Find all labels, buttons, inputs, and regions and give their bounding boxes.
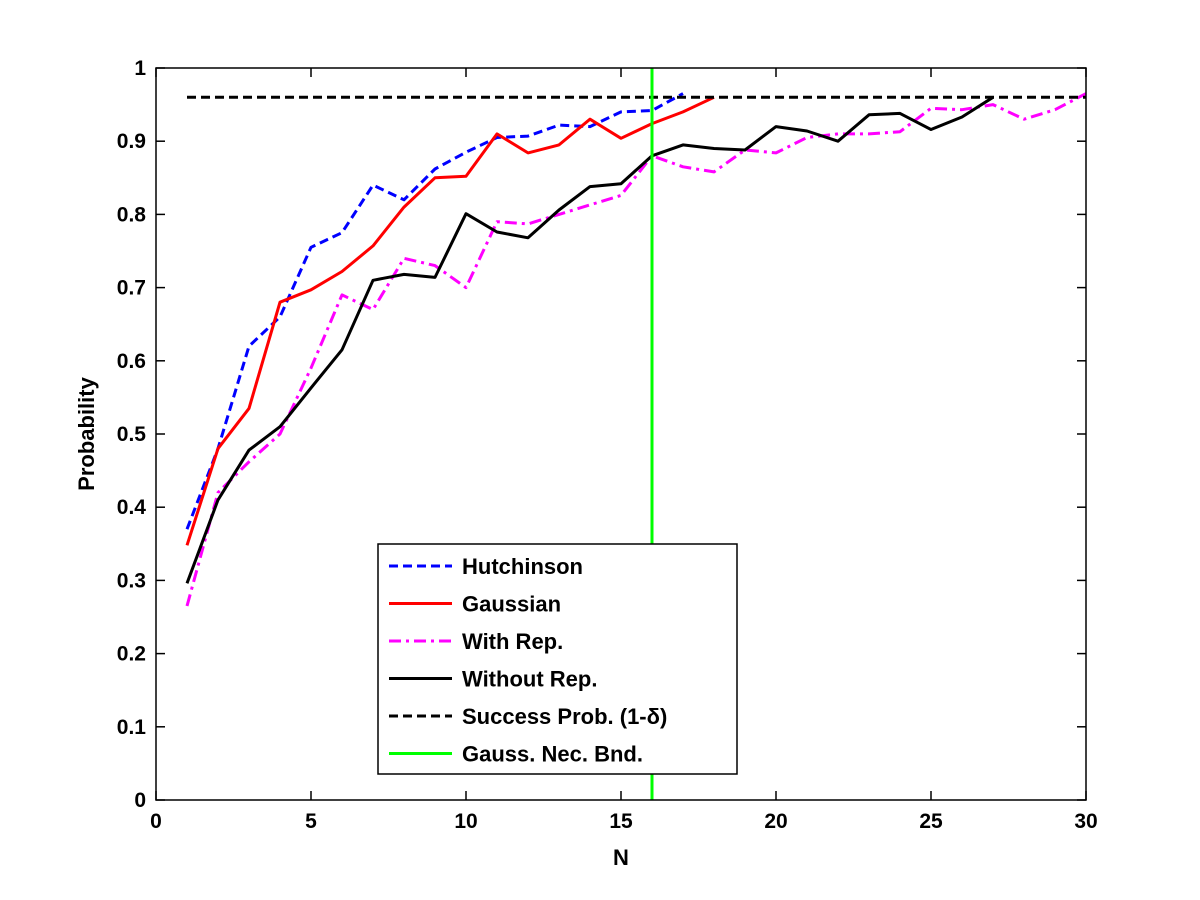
y-tick-label: 0 [134,789,146,812]
series-line-with-rep [185,92,1087,607]
y-tick-label: 0.4 [117,496,147,519]
series-line-without-rep [185,96,994,584]
x-tick-label: 10 [454,810,477,833]
x-axis-label: N [613,845,629,870]
x-tick-label: 5 [305,810,317,833]
y-tick-label: 0.5 [117,423,147,446]
x-tick-label: 0 [150,810,162,833]
x-tick-label: 15 [609,810,633,833]
y-tick-label: 0.9 [117,130,146,153]
legend-box [377,543,738,775]
y-tick-label: 0.8 [117,203,147,226]
legend-label-hutchinson: Hutchinson [462,554,583,579]
x-tick-label: 25 [919,810,943,833]
legend-label-gaussian: Gaussian [462,592,561,617]
y-tick-label: 0.2 [117,643,146,666]
ticks-layer: 0 5 10 15 20 25 30 0 0.1 0.2 0.3 0.4 0.5 0.6 0.7 0.8 0.9… [117,57,1098,833]
y-tick-label: 0.3 [117,569,146,592]
x-tick-label: 20 [764,810,787,833]
legend-label-without-rep: Without Rep. [462,667,597,692]
y-tick-label: 1 [134,57,146,80]
y-axis-label: Probability [74,376,99,490]
y-tick-label: 0.6 [117,350,146,373]
legend-label-success-prob-1: Success Prob. (1-δ) [462,704,667,729]
legend-label-with-rep: With Rep. [462,629,563,654]
series-line-hutchinson [185,92,684,530]
legend: Hutchinson Gaussian With Rep. Without Rep. S… [377,543,738,775]
y-tick-label: 0.7 [117,277,146,300]
y-tick-label: 0.1 [117,716,147,739]
legend-items: Hutchinson Gaussian With Rep. Without Rep. S… [389,554,667,767]
legend-label-gauss-nec-bnd: Gauss. Nec. Bnd. [462,742,643,767]
x-tick-label: 30 [1074,810,1097,833]
series-layer [185,68,1087,800]
series-line-gaussian [185,95,715,546]
